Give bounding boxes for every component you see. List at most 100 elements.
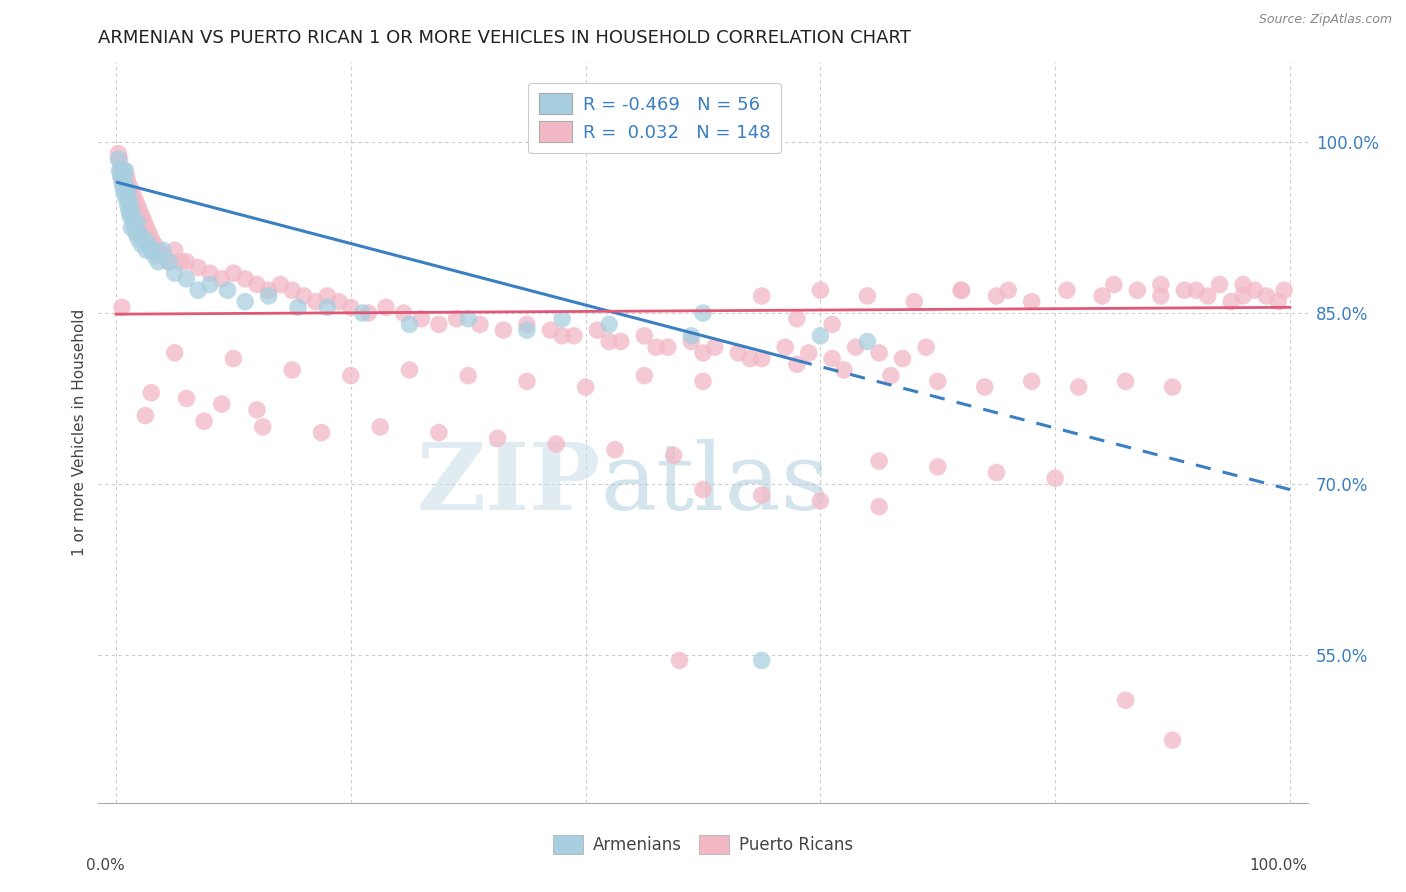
Point	[492, 323, 515, 337]
Point	[692, 346, 714, 360]
Point	[143, 249, 166, 263]
Point	[1220, 294, 1243, 309]
Point	[141, 385, 163, 400]
Point	[120, 209, 142, 223]
Point	[1173, 283, 1195, 297]
Point	[118, 192, 141, 206]
Point	[311, 425, 333, 440]
Point	[120, 203, 142, 218]
Point	[1232, 277, 1254, 292]
Point	[163, 266, 186, 280]
Point	[603, 442, 626, 457]
Point	[586, 323, 609, 337]
Point	[131, 237, 153, 252]
Point	[357, 306, 380, 320]
Point	[257, 283, 280, 297]
Point	[141, 244, 163, 258]
Point	[1126, 283, 1149, 297]
Point	[157, 254, 180, 268]
Point	[1232, 289, 1254, 303]
Point	[457, 368, 479, 383]
Point	[1185, 283, 1208, 297]
Point	[446, 311, 468, 326]
Point	[127, 232, 149, 246]
Point	[222, 266, 245, 280]
Point	[127, 215, 149, 229]
Point	[187, 260, 209, 275]
Point	[546, 437, 568, 451]
Point	[610, 334, 633, 349]
Point	[692, 306, 714, 320]
Point	[1267, 294, 1289, 309]
Point	[516, 323, 538, 337]
Point	[1150, 289, 1173, 303]
Point	[138, 237, 160, 252]
Point	[108, 153, 131, 167]
Point	[986, 289, 1008, 303]
Y-axis label: 1 or more Vehicles in Household: 1 or more Vehicles in Household	[72, 309, 87, 557]
Point	[751, 653, 773, 667]
Point	[1043, 471, 1066, 485]
Point	[115, 192, 138, 206]
Point	[668, 653, 690, 667]
Point	[141, 232, 163, 246]
Point	[120, 180, 142, 194]
Point	[117, 198, 139, 212]
Point	[662, 449, 685, 463]
Point	[427, 318, 450, 332]
Point	[598, 334, 620, 349]
Point	[124, 220, 146, 235]
Point	[392, 306, 415, 320]
Point	[198, 277, 221, 292]
Point	[738, 351, 761, 366]
Point	[538, 323, 561, 337]
Point	[112, 175, 135, 189]
Point	[973, 380, 995, 394]
Point	[551, 328, 574, 343]
Point	[986, 466, 1008, 480]
Point	[398, 318, 420, 332]
Point	[117, 186, 139, 201]
Point	[111, 163, 134, 178]
Point	[292, 289, 315, 303]
Point	[135, 244, 157, 258]
Point	[821, 318, 844, 332]
Point	[468, 318, 491, 332]
Point	[786, 357, 808, 371]
Point	[120, 192, 142, 206]
Point	[786, 311, 808, 326]
Point	[1208, 277, 1230, 292]
Point	[1256, 289, 1278, 303]
Text: ARMENIAN VS PUERTO RICAN 1 OR MORE VEHICLES IN HOUSEHOLD CORRELATION CHART: ARMENIAN VS PUERTO RICAN 1 OR MORE VEHIC…	[98, 29, 911, 47]
Point	[176, 272, 198, 286]
Point	[1067, 380, 1090, 394]
Point	[997, 283, 1019, 297]
Point	[125, 203, 148, 218]
Point	[868, 454, 890, 468]
Point	[122, 215, 145, 229]
Point	[125, 227, 148, 241]
Point	[121, 186, 143, 201]
Point	[1115, 375, 1137, 389]
Point	[751, 488, 773, 502]
Point	[411, 311, 433, 326]
Text: Source: ZipAtlas.com: Source: ZipAtlas.com	[1258, 13, 1392, 27]
Point	[131, 209, 153, 223]
Point	[193, 414, 215, 428]
Point	[120, 220, 142, 235]
Point	[120, 198, 142, 212]
Point	[1021, 294, 1043, 309]
Point	[821, 351, 844, 366]
Point	[751, 289, 773, 303]
Point	[222, 351, 245, 366]
Point	[135, 220, 157, 235]
Point	[562, 328, 585, 343]
Point	[281, 363, 304, 377]
Point	[134, 215, 156, 229]
Point	[269, 277, 291, 292]
Point	[880, 368, 903, 383]
Point	[797, 346, 820, 360]
Point	[122, 198, 145, 212]
Point	[112, 186, 135, 201]
Point	[114, 180, 136, 194]
